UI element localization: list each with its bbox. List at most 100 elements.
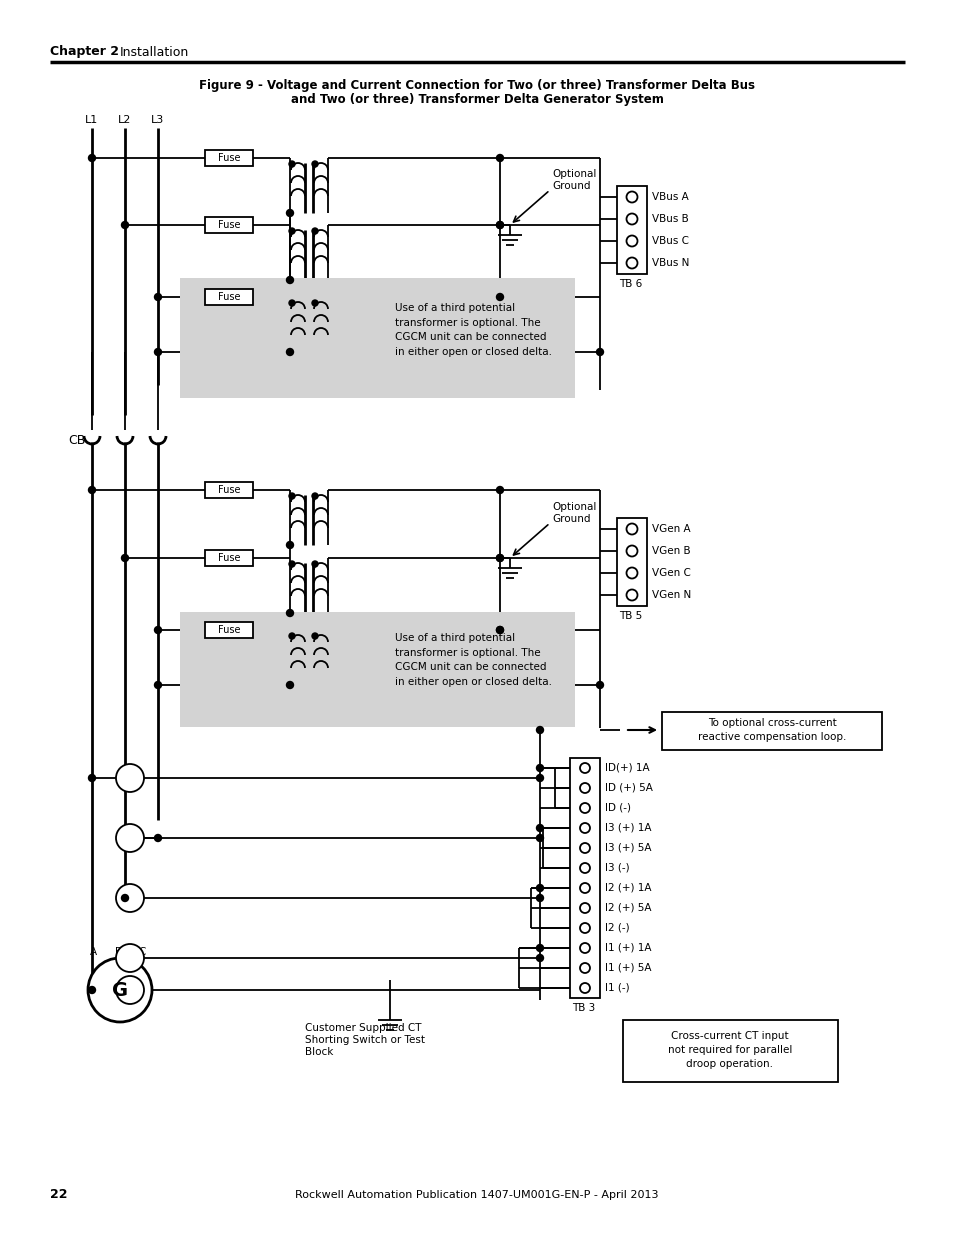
Circle shape — [536, 894, 543, 902]
Circle shape — [116, 944, 144, 972]
Circle shape — [579, 783, 589, 793]
Text: I2 (+) 1A: I2 (+) 1A — [604, 883, 651, 893]
Circle shape — [626, 258, 637, 268]
Circle shape — [154, 682, 161, 688]
Circle shape — [286, 610, 294, 616]
Text: Use of a third potential
transformer is optional. The
CGCM unit can be connected: Use of a third potential transformer is … — [395, 632, 552, 687]
Text: C: C — [138, 947, 145, 957]
Text: Rockwell Automation Publication 1407-UM001G-EN-P - April 2013: Rockwell Automation Publication 1407-UM0… — [294, 1191, 659, 1200]
Text: Fuse: Fuse — [217, 553, 240, 563]
Bar — [622, 1020, 837, 1082]
Text: VBus A: VBus A — [651, 191, 688, 203]
Text: Installation: Installation — [120, 46, 189, 58]
Circle shape — [579, 823, 589, 832]
Text: ID (+) 5A: ID (+) 5A — [604, 783, 652, 793]
Text: ID (-): ID (-) — [604, 803, 630, 813]
Circle shape — [89, 987, 95, 993]
Text: Optional
Ground: Optional Ground — [552, 503, 596, 524]
Text: I3 (+) 5A: I3 (+) 5A — [604, 844, 651, 853]
Circle shape — [579, 844, 589, 853]
Circle shape — [496, 221, 503, 228]
Text: G: G — [112, 981, 128, 999]
Circle shape — [154, 626, 161, 634]
Text: I3 (-): I3 (-) — [604, 863, 629, 873]
Circle shape — [286, 541, 294, 548]
Text: I1 (+) 1A: I1 (+) 1A — [604, 944, 651, 953]
Circle shape — [312, 561, 317, 567]
Circle shape — [286, 210, 294, 216]
Circle shape — [626, 589, 637, 600]
Circle shape — [596, 682, 603, 688]
Circle shape — [626, 568, 637, 578]
Circle shape — [289, 493, 294, 499]
Bar — [205, 149, 253, 165]
Text: I2 (+) 5A: I2 (+) 5A — [604, 903, 651, 913]
Bar — [569, 758, 599, 998]
Text: L2: L2 — [118, 115, 132, 125]
Circle shape — [579, 863, 589, 873]
Text: Fuse: Fuse — [217, 485, 240, 495]
Text: Optional
Ground: Optional Ground — [552, 169, 596, 190]
Circle shape — [312, 161, 317, 167]
Text: VBus N: VBus N — [651, 258, 689, 268]
Circle shape — [496, 555, 503, 562]
Circle shape — [496, 555, 503, 562]
Circle shape — [536, 774, 543, 782]
Text: Cross-current CT input
not required for parallel
droop operation.: Cross-current CT input not required for … — [667, 1031, 791, 1070]
Text: Use of a third potential
transformer is optional. The
CGCM unit can be connected: Use of a third potential transformer is … — [395, 303, 552, 357]
Circle shape — [289, 161, 294, 167]
Circle shape — [579, 803, 589, 813]
Circle shape — [626, 546, 637, 557]
Circle shape — [312, 300, 317, 306]
Text: ID(+) 1A: ID(+) 1A — [604, 763, 649, 773]
Circle shape — [89, 154, 95, 162]
Bar — [180, 613, 575, 727]
Text: VGen A: VGen A — [651, 524, 690, 534]
Circle shape — [289, 300, 294, 306]
Circle shape — [312, 493, 317, 499]
Circle shape — [496, 221, 503, 228]
Circle shape — [596, 348, 603, 356]
Circle shape — [286, 348, 294, 356]
Circle shape — [286, 277, 294, 284]
Text: Fuse: Fuse — [217, 220, 240, 230]
Circle shape — [88, 958, 152, 1023]
Bar — [205, 289, 253, 305]
Bar — [205, 482, 253, 498]
Circle shape — [89, 487, 95, 494]
Circle shape — [536, 825, 543, 831]
Circle shape — [289, 561, 294, 567]
Text: VGen C: VGen C — [651, 568, 690, 578]
Text: VBus B: VBus B — [651, 214, 688, 224]
Circle shape — [626, 524, 637, 535]
Text: I1 (-): I1 (-) — [604, 983, 629, 993]
Bar — [180, 278, 575, 398]
Text: Fuse: Fuse — [217, 291, 240, 303]
Circle shape — [579, 903, 589, 913]
Circle shape — [579, 883, 589, 893]
Circle shape — [289, 634, 294, 638]
Circle shape — [154, 294, 161, 300]
Text: TB 5: TB 5 — [618, 611, 641, 621]
Circle shape — [286, 682, 294, 688]
Circle shape — [496, 487, 503, 494]
Circle shape — [312, 634, 317, 638]
Circle shape — [121, 894, 129, 902]
Text: Fuse: Fuse — [217, 153, 240, 163]
Text: VGen N: VGen N — [651, 590, 691, 600]
Circle shape — [154, 835, 161, 841]
Circle shape — [579, 923, 589, 932]
Circle shape — [496, 626, 503, 634]
Text: I2 (-): I2 (-) — [604, 923, 629, 932]
Circle shape — [579, 763, 589, 773]
Circle shape — [536, 955, 543, 962]
Text: Chapter 2: Chapter 2 — [50, 46, 119, 58]
Circle shape — [626, 236, 637, 247]
Circle shape — [116, 976, 144, 1004]
Circle shape — [579, 963, 589, 973]
Circle shape — [626, 191, 637, 203]
Bar — [205, 550, 253, 566]
Text: Fuse: Fuse — [217, 625, 240, 635]
Circle shape — [154, 348, 161, 356]
Circle shape — [116, 824, 144, 852]
